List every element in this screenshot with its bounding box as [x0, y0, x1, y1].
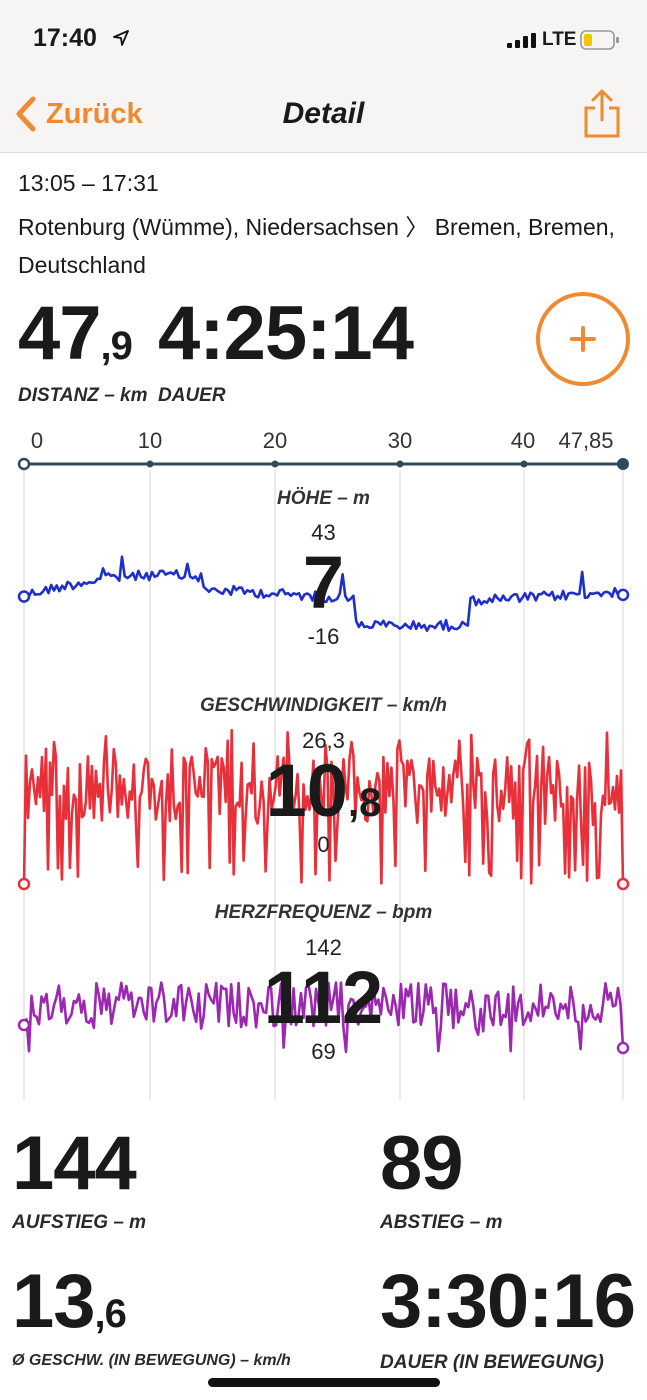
- page-title: Detail: [282, 97, 365, 130]
- elevation-min: -16: [307, 624, 340, 649]
- speed-min: 0: [317, 832, 330, 857]
- distance-tick-end: 47,85: [558, 428, 614, 453]
- avg-speed-dec: ,6: [94, 1292, 127, 1336]
- distance-tick-0: 0: [30, 428, 44, 453]
- elevation-current: 7: [0, 540, 647, 625]
- home-indicator: [208, 1378, 440, 1387]
- ascent-label: AUFSTIEG – m: [12, 1212, 147, 1233]
- heart-rate-current: 112: [0, 955, 647, 1040]
- avg-speed-value: 13,6: [12, 1258, 127, 1345]
- speed-current-int: 10: [265, 749, 348, 832]
- status-time: 17:40: [33, 24, 97, 52]
- distance-label: DISTANZ – km: [18, 385, 148, 406]
- distance-axis-tick-0: [146, 460, 154, 468]
- speed-current: 10,8: [0, 748, 647, 833]
- duration-label: DAUER: [158, 385, 226, 406]
- speed-title: GESCHWINDIGKEIT – km/h: [199, 695, 448, 716]
- back-button-label: Zurück: [46, 97, 143, 130]
- distance-axis-tick-1: [271, 460, 279, 468]
- avg-speed-int: 13: [12, 1259, 96, 1344]
- distance-axis-tick-3: [520, 460, 528, 468]
- ascent-value: 144: [12, 1121, 137, 1206]
- moving-time-label: DAUER (IN BEWEGUNG): [380, 1352, 604, 1373]
- distance-dec: ,9: [100, 324, 133, 368]
- distance-axis-tick-2: [396, 460, 404, 468]
- speed-max: 26,3: [302, 728, 345, 753]
- navigation-bar: Zurück Detail: [0, 80, 647, 153]
- distance-tick-40: 40: [510, 428, 536, 453]
- distance-tick-10: 10: [137, 428, 163, 453]
- status-bar: 17:40 LTE: [0, 0, 647, 80]
- battery-icon: [580, 30, 619, 50]
- trip-time-range: 13:05 – 17:31: [18, 170, 159, 196]
- speed-line-start: [17, 877, 31, 891]
- avg-speed-label: Ø GESCHW. (IN BEWEGUNG) – km/h: [12, 1352, 291, 1369]
- back-button[interactable]: Zurück: [14, 94, 143, 134]
- moving-time-value: 3:30:16: [380, 1259, 636, 1344]
- chevron-left-icon: [16, 96, 36, 132]
- duration-value: 4:25:14: [158, 291, 414, 376]
- distance-axis-end: [617, 458, 629, 470]
- heart-rate-min: 69: [311, 1039, 336, 1064]
- distance-axis-start: [17, 457, 31, 471]
- speed-current-dec: ,8: [347, 781, 382, 825]
- distance-value: 47,9: [18, 290, 133, 377]
- elevation-title: HÖHE – m: [277, 488, 370, 509]
- distance-tick-30: 30: [387, 428, 413, 453]
- distance-tick-20: 20: [262, 428, 288, 453]
- heart-rate-title: HERZFREQUENZ – bpm: [214, 902, 433, 923]
- descent-label: ABSTIEG – m: [380, 1212, 503, 1233]
- share-icon[interactable]: [582, 88, 622, 140]
- elevation-current-int: 7: [302, 541, 345, 624]
- descent-value: 89: [380, 1121, 464, 1206]
- heart-rate-current-int: 112: [263, 956, 384, 1039]
- elevation-max: 43: [311, 520, 336, 545]
- signal-strength-icon: [507, 33, 536, 48]
- location-arrow-icon: [113, 30, 129, 46]
- network-type: LTE: [542, 29, 577, 50]
- add-button[interactable]: [536, 292, 630, 386]
- trip-route: Rotenburg (Wümme), Niedersachsen 〉 Breme…: [18, 214, 615, 278]
- speed-line-end: [616, 877, 630, 891]
- heart-rate-max: 142: [305, 935, 342, 960]
- distance-int: 47: [18, 291, 102, 376]
